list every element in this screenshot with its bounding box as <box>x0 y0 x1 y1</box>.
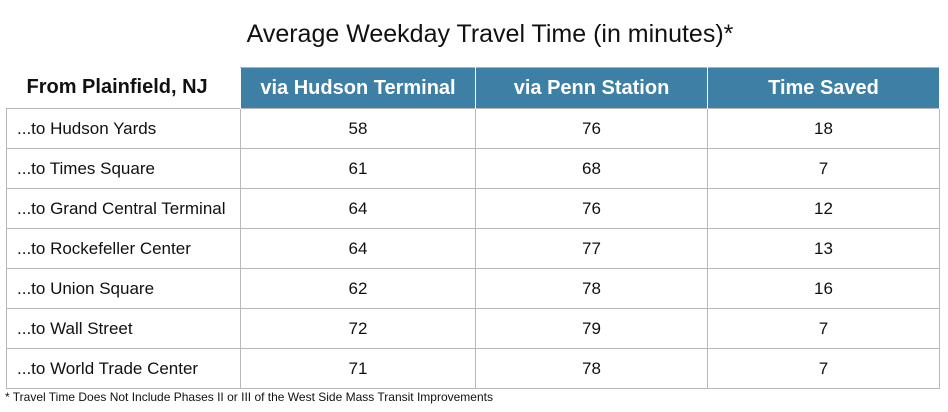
destination-label: ...to Hudson Yards <box>6 108 241 149</box>
penn-station-minutes: 76 <box>475 188 708 229</box>
footnote: * Travel Time Does Not Include Phases II… <box>5 390 493 404</box>
table-row: ...to Union Square 62 78 16 <box>6 268 940 309</box>
destination-label: ...to Union Square <box>6 268 241 309</box>
table-row: ...to Grand Central Terminal 64 76 12 <box>6 188 940 229</box>
penn-station-minutes: 79 <box>475 308 708 349</box>
time-saved-minutes: 7 <box>707 148 940 189</box>
column-header-penn-station: via Penn Station <box>475 67 708 109</box>
time-saved-minutes: 7 <box>707 308 940 349</box>
destination-label: ...to Rockefeller Center <box>6 228 241 269</box>
header-row: From Plainfield, NJ via Hudson Terminal … <box>6 67 940 109</box>
destination-label: ...to World Trade Center <box>6 348 241 389</box>
hudson-terminal-minutes: 64 <box>240 188 476 229</box>
column-header-hudson-terminal: via Hudson Terminal <box>240 67 476 109</box>
penn-station-minutes: 68 <box>475 148 708 189</box>
hudson-terminal-minutes: 64 <box>240 228 476 269</box>
column-header-time-saved: Time Saved <box>707 67 940 109</box>
destination-label: ...to Times Square <box>6 148 241 189</box>
table-title: Average Weekday Travel Time (in minutes)… <box>246 20 734 48</box>
penn-station-minutes: 77 <box>475 228 708 269</box>
time-saved-minutes: 7 <box>707 348 940 389</box>
penn-station-minutes: 78 <box>475 348 708 389</box>
hudson-terminal-minutes: 58 <box>240 108 476 149</box>
row-header-label: From Plainfield, NJ <box>6 67 241 109</box>
destination-label: ...to Wall Street <box>6 308 241 349</box>
hudson-terminal-minutes: 61 <box>240 148 476 189</box>
destination-label: ...to Grand Central Terminal <box>6 188 241 229</box>
table-row: ...to Rockefeller Center 64 77 13 <box>6 228 940 269</box>
penn-station-minutes: 76 <box>475 108 708 149</box>
time-saved-minutes: 13 <box>707 228 940 269</box>
table-row: ...to Wall Street 72 79 7 <box>6 308 940 349</box>
hudson-terminal-minutes: 71 <box>240 348 476 389</box>
travel-time-table: From Plainfield, NJ via Hudson Terminal … <box>6 67 940 389</box>
table-row: ...to Hudson Yards 58 76 18 <box>6 108 940 149</box>
time-saved-minutes: 18 <box>707 108 940 149</box>
hudson-terminal-minutes: 72 <box>240 308 476 349</box>
penn-station-minutes: 78 <box>475 268 708 309</box>
time-saved-minutes: 12 <box>707 188 940 229</box>
table-row: ...to Times Square 61 68 7 <box>6 148 940 189</box>
time-saved-minutes: 16 <box>707 268 940 309</box>
hudson-terminal-minutes: 62 <box>240 268 476 309</box>
table-row: ...to World Trade Center 71 78 7 <box>6 348 940 389</box>
